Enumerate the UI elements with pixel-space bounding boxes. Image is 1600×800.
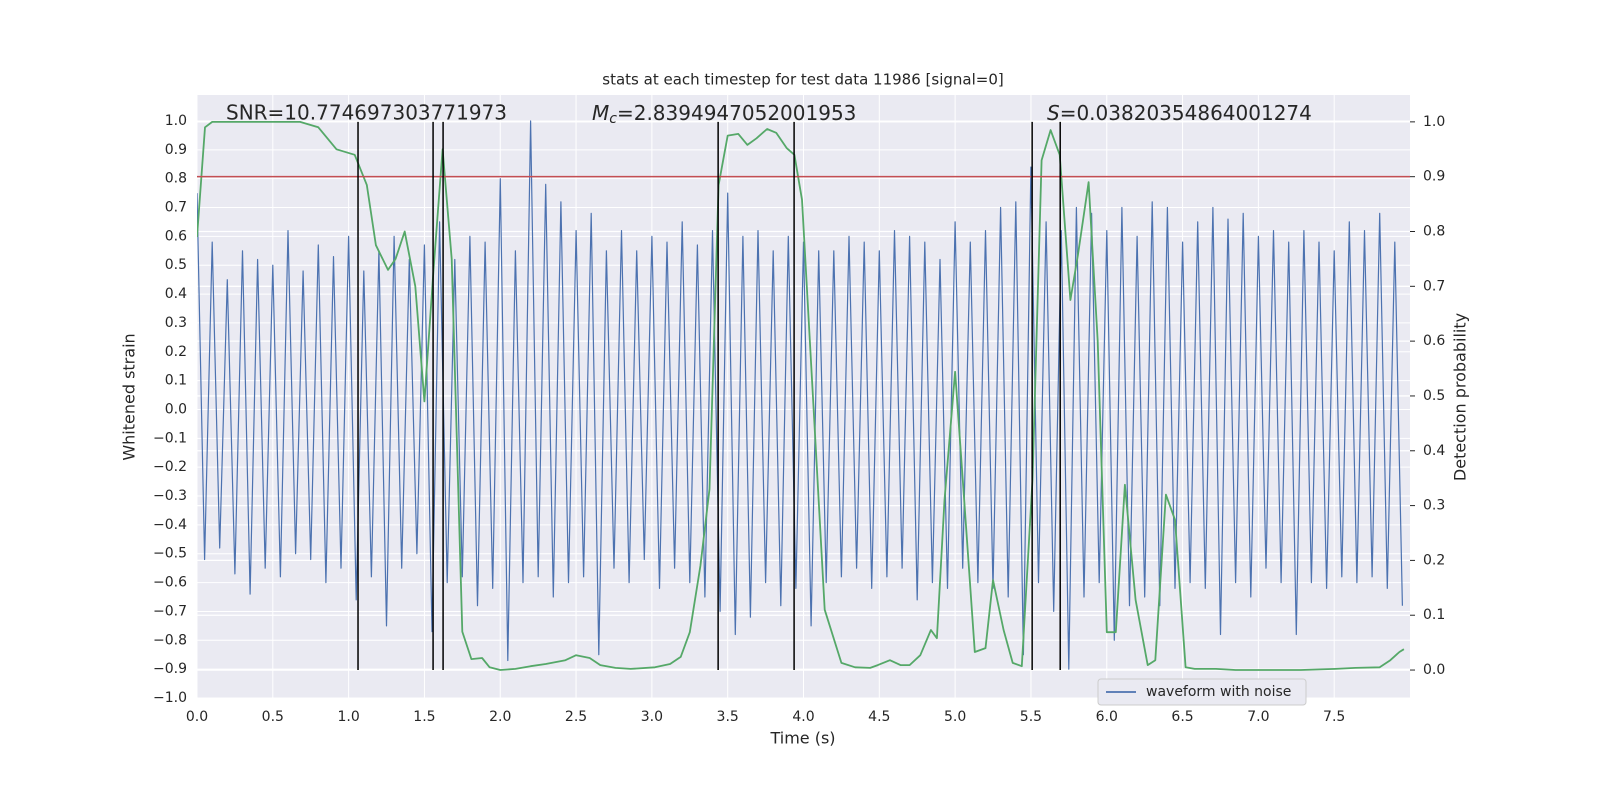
y-tick-label: 0.2 — [165, 344, 187, 360]
y-tick-label: −0.4 — [153, 517, 187, 533]
y2-tick-label: 0.3 — [1423, 498, 1445, 514]
x-axis-label: Time (s) — [769, 729, 835, 748]
y2-tick-label: 1.0 — [1423, 114, 1445, 130]
y-tick-label: −0.5 — [153, 546, 187, 562]
y-tick-label: 0.6 — [165, 228, 187, 244]
y2-tick-label: 0.8 — [1423, 223, 1445, 239]
y-tick-label: 0.9 — [165, 142, 187, 158]
x-tick-label: 0.5 — [262, 709, 284, 725]
x-tick-label: 5.5 — [1020, 709, 1042, 725]
annotation-subscript: c — [609, 111, 617, 127]
x-tick-label: 4.5 — [868, 709, 890, 725]
x-tick-label: 0.0 — [186, 709, 208, 725]
y2-tick-label: 0.1 — [1423, 607, 1445, 623]
plot-content — [197, 120, 1410, 671]
legend-label: waveform with noise — [1146, 684, 1291, 700]
x-tick-label: 6.0 — [1096, 709, 1118, 725]
y-tick-label: −1.0 — [153, 690, 187, 706]
annotation: SNR=10.774697303771973 — [226, 101, 507, 125]
annotation-text: =2.8394947052001953 — [617, 101, 856, 125]
y-tick-label: 0.4 — [165, 286, 187, 302]
annotation-symbol: S — [1047, 101, 1060, 125]
y-tick-label: 0.3 — [165, 315, 187, 331]
x-tick-label: 7.5 — [1323, 709, 1345, 725]
y2-tick-label: 0.2 — [1423, 552, 1445, 568]
y2-tick-label: 0.4 — [1423, 443, 1445, 459]
y-tick-label: −0.7 — [153, 603, 187, 619]
y-tick-label: 0.5 — [165, 257, 187, 273]
annotation-text: =0.03820354864001274 — [1060, 101, 1312, 125]
legend-box — [1097, 678, 1307, 706]
y-tick-label: −0.3 — [153, 488, 187, 504]
y2-tick-label: 0.7 — [1423, 278, 1445, 294]
x-tick-label: 3.5 — [717, 709, 739, 725]
annotation-symbol: M — [592, 101, 609, 125]
series-line — [197, 120, 1403, 670]
chart-title: stats at each timestep for test data 119… — [602, 71, 1003, 89]
x-tick-label: 2.0 — [489, 709, 511, 725]
y-tick-label: 1.0 — [165, 113, 187, 129]
y-tick-label: −0.1 — [153, 430, 187, 446]
y2-tick-label: 0.5 — [1423, 388, 1445, 404]
series-line — [197, 121, 1405, 671]
y2-tick-label: 0.6 — [1423, 333, 1445, 349]
y-tick-label: 0.0 — [165, 401, 187, 417]
x-tick-label: 3.0 — [641, 709, 663, 725]
y-tick-label: −0.6 — [153, 575, 187, 591]
annotation: Mc=2.8394947052001953 — [592, 101, 856, 128]
y-tick-label: −0.8 — [153, 632, 187, 648]
x-tick-label: 1.5 — [413, 709, 435, 725]
annotation: S=0.03820354864001274 — [1047, 101, 1312, 125]
x-tick-label: 2.5 — [565, 709, 587, 725]
y-axis-label: Whitened strain — [120, 333, 139, 460]
x-tick-label: 4.0 — [792, 709, 814, 725]
legend: waveform with noise — [1097, 678, 1307, 706]
x-tick-label: 7.0 — [1247, 709, 1269, 725]
x-tick-label: 6.5 — [1171, 709, 1193, 725]
y-tick-label: −0.9 — [153, 661, 187, 677]
y-tick-label: 0.1 — [165, 373, 187, 389]
y2-tick-label: 0.9 — [1423, 169, 1445, 185]
y-tick-label: 0.8 — [165, 171, 187, 187]
y2-axis-label: Detection probability — [1451, 313, 1470, 481]
x-tick-label: 1.0 — [337, 709, 359, 725]
y-tick-label: 0.7 — [165, 200, 187, 216]
y-tick-label: −0.2 — [153, 459, 187, 475]
y2-tick-label: 0.0 — [1423, 662, 1445, 678]
x-tick-label: 5.0 — [944, 709, 966, 725]
axes: 0.0 0.5 1.0 1.5 2.0 2.5 3.0 3.5 4.0 4.5 5.0 5.5 6.0 6… — [153, 113, 1445, 725]
